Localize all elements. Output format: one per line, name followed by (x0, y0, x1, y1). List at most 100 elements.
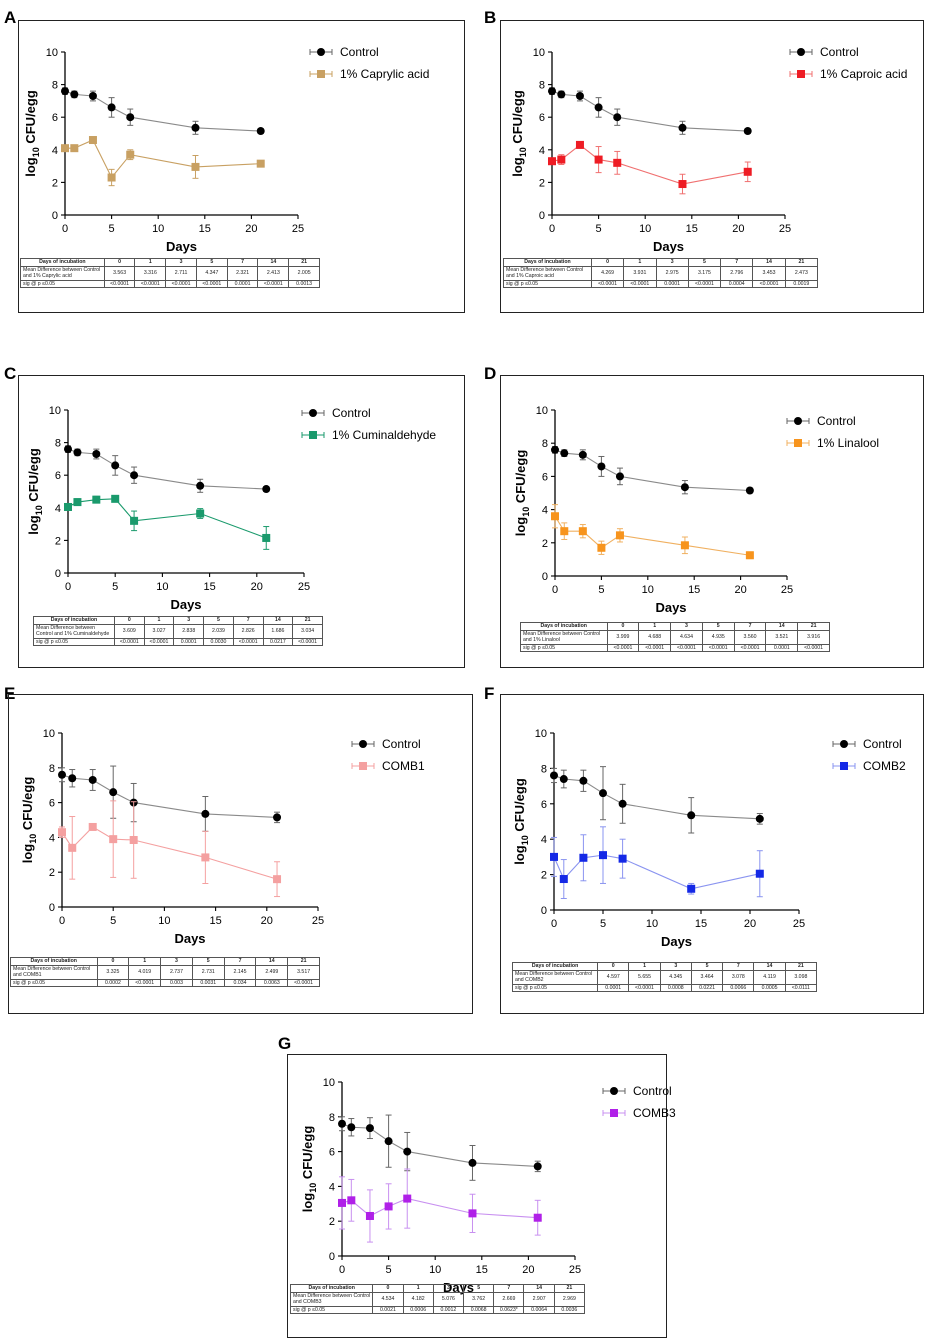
table-header-cell: 14 (257, 258, 290, 267)
table-cell: 2.039 (203, 623, 234, 639)
stats-table-c: Days of incubation 0 1 3 5 7 14 21 Mean Differen… (33, 616, 323, 646)
table-row-label: Mean Difference between Control and 1% L… (520, 629, 608, 645)
y-tick-label: 8 (329, 1112, 335, 1124)
chart-panel-b: 0 2 4 6 8 10 0 5 10 15 20 25 Days log10 CFU/egg Contro… (510, 45, 907, 254)
legend-label: 1% Caprylic acid (340, 67, 429, 81)
table-header-row: Days of incubation 0 1 3 5 7 14 21 (503, 258, 819, 267)
table-cell: <0.0001 (103, 279, 136, 288)
data-point (559, 775, 568, 784)
series-comb3 (338, 1168, 542, 1243)
legend-item: Control (789, 45, 859, 59)
table-row: sig @ p ≤0.05 0.0001 <0.0001 0.0008 0.0221 0.… (511, 983, 818, 992)
y-tick-label: 8 (539, 80, 545, 92)
x-tick-label: 15 (203, 581, 215, 593)
data-point (256, 159, 265, 168)
table-cell: 3.563 (103, 265, 136, 281)
data-point (68, 774, 77, 783)
data-point (70, 144, 79, 153)
table-cell: 0.0221 (690, 983, 724, 992)
table-cell: 3.762 (463, 1291, 495, 1307)
table-header-cell: 14 (262, 616, 294, 625)
y-tick-label: 6 (329, 1147, 335, 1159)
data-point (338, 1198, 346, 1207)
data-point (678, 180, 687, 189)
data-point (262, 533, 271, 542)
table-cell: 1.686 (262, 623, 294, 639)
data-point (338, 1119, 346, 1128)
y-tick-label: 2 (52, 177, 58, 189)
table-header-cell: 5 (687, 258, 722, 267)
table-header-cell: 0 (597, 962, 630, 971)
table-row: Mean Difference between Control and 1% C… (33, 623, 323, 639)
x-tick-label: 15 (688, 584, 700, 596)
table-header-cell: 1 (628, 962, 661, 971)
data-point (597, 462, 606, 471)
legend-item: Control (786, 414, 856, 428)
y-tick-label: 6 (542, 471, 548, 483)
table-header-cell: Days of incubation (33, 616, 115, 625)
legend-label: Control (332, 406, 371, 420)
table-cell: 0.034 (223, 978, 257, 987)
y-tick-label: 4 (55, 503, 61, 515)
table-row-label: sig @ p ≤0.05 (503, 279, 592, 288)
series-control (548, 87, 752, 136)
table-header-cell: 7 (733, 622, 767, 631)
y-axis-label: log10 CFU/egg (26, 448, 44, 535)
x-tick-label: 25 (298, 581, 310, 593)
data-point (403, 1194, 412, 1203)
data-point (551, 445, 559, 454)
y-tick-label: 6 (52, 112, 58, 124)
x-tick-label: 0 (62, 223, 68, 235)
x-tick-label: 10 (156, 581, 168, 593)
table-cell: <0.0001 (232, 637, 264, 646)
x-tick-label: 5 (386, 1264, 392, 1276)
table-header-cell: Days of incubation (520, 622, 608, 631)
table-row: sig @ p ≤0.05 <0.0001 <0.0001 0.0001 <0.0001… (503, 279, 819, 288)
data-point (578, 450, 587, 459)
legend-label: 1% Linalool (817, 436, 879, 450)
data-point (687, 811, 696, 820)
table-header-cell: 0 (103, 258, 136, 267)
table-cell: 0.003 (160, 978, 193, 987)
table-header-cell: 5 (701, 622, 735, 631)
series-1-caproic-acid (548, 140, 752, 195)
table-row-label: sig @ p ≤0.05 (289, 1305, 374, 1314)
x-axis-label: Days (661, 934, 692, 949)
panel-frame-e (8, 694, 473, 1014)
panel-frame-d (500, 375, 924, 668)
table-cell: 0.0001 (765, 643, 799, 652)
x-tick-label: 20 (734, 584, 746, 596)
stats-table-g: Days of incubation 0 1 3 5 7 14 21 Mean Differen… (289, 1284, 586, 1314)
y-tick-label: 10 (323, 1077, 335, 1089)
table-row: Mean Difference between Control and 1% C… (20, 265, 320, 281)
data-point (384, 1202, 393, 1211)
series-line (554, 515, 750, 556)
table-cell: 5.655 (628, 969, 661, 985)
data-point (548, 157, 556, 166)
table-cell: <0.0001 (797, 643, 830, 652)
stats-table-e: Days of incubation 0 1 3 5 7 14 21 Mean Differen… (10, 957, 320, 987)
table-cell: 3.464 (690, 969, 724, 985)
table-cell: 2.145 (223, 964, 257, 980)
table-cell: 0.0008 (659, 983, 692, 992)
data-point (273, 875, 282, 884)
x-tick-label: 15 (476, 1264, 488, 1276)
legend-label: Control (340, 45, 379, 59)
table-row: sig @ p ≤0.05 <0.0001 <0.0001 0.0001 0.0030 <… (33, 637, 323, 646)
legend-item: COMB1 (351, 759, 425, 773)
table-cell: 4.182 (402, 1291, 434, 1307)
table-cell: 3.609 (113, 623, 145, 639)
legend-marker (794, 417, 802, 425)
series-line (61, 826, 278, 880)
data-point (129, 836, 138, 845)
table-row: sig @ p ≤0.05 <0.0001 <0.0001 <0.0001 <0.000… (20, 279, 320, 288)
table-cell: 2.321 (226, 265, 259, 281)
table-cell: 0.0001 (655, 279, 689, 288)
table-cell: 2.838 (173, 623, 205, 639)
legend-item: COMB3 (602, 1106, 676, 1120)
series-control (550, 766, 764, 834)
data-point (597, 543, 606, 552)
legend-item: Control (832, 737, 902, 751)
table-header-cell: 14 (753, 962, 786, 971)
table-header-row: Days of incubation 0 1 3 5 7 14 21 (511, 962, 818, 971)
